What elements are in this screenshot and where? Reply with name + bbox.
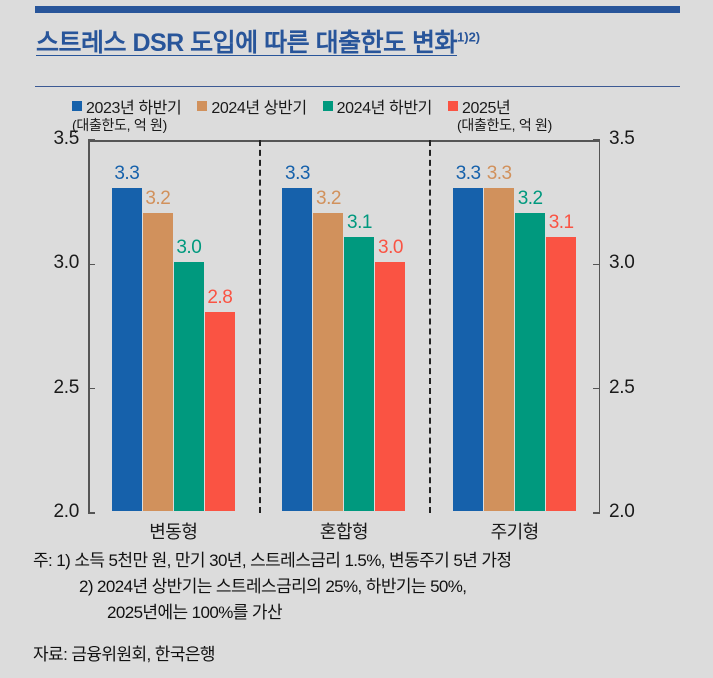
bar[interactable] <box>344 237 375 511</box>
group-separator-2 <box>429 140 432 513</box>
bar-slot-주기형-2024년 하반기: 3.2 <box>515 140 546 511</box>
bar[interactable] <box>313 212 344 511</box>
footnote-row-1: 2) 2024년 상반기는 스트레스금리의 25%, 하반기는 50%, <box>33 574 511 600</box>
bar[interactable] <box>173 262 204 511</box>
bar-slot-주기형-2025년: 3.1 <box>546 140 577 511</box>
y-axis-label-l-2.5: 2.5 <box>53 376 79 398</box>
bar-value-label: 3.2 <box>145 187 171 209</box>
y-tick-r-3.0 <box>593 263 600 266</box>
bar-value-label: 3.0 <box>378 237 403 259</box>
footnote-row-2: 2025년에는 100%를 가산 <box>33 600 511 626</box>
bar-group-혼합형: 3.3 3.2 3.1 3.0 <box>259 140 430 511</box>
source-line: 자료: 금융위원회, 한국은행 <box>33 640 216 665</box>
bar-group-변동형: 3.3 3.2 3.0 2.8 <box>88 140 259 511</box>
bar-slot-변동형-2025년: 2.8 <box>204 140 235 511</box>
y-tick-l-3.0 <box>88 263 95 266</box>
bar[interactable] <box>546 237 577 511</box>
y-tick-l-2.5 <box>88 387 95 390</box>
y-axis-label-l-3.5: 3.5 <box>53 128 79 149</box>
source-label: 자료: <box>33 645 68 664</box>
bar[interactable] <box>142 212 173 511</box>
bar[interactable] <box>453 187 484 511</box>
page-title: 스트레스 DSR 도입에 따른 대출한도 변화1)2) <box>36 23 480 59</box>
y-axis-label-r-2.0: 2.0 <box>609 501 635 522</box>
bar-slot-주기형-2023년 하반기: 3.3 <box>453 140 484 511</box>
group-separator-1 <box>258 140 261 513</box>
footnote-text-0: 소득 5천만 원, 만기 30년, 스트레스금리 1.5%, 변동주기 5년 가… <box>74 551 512 570</box>
y-tick-r-2.0 <box>593 512 600 514</box>
x-axis <box>88 140 600 142</box>
bar-slot-혼합형-2024년 하반기: 3.1 <box>344 140 375 511</box>
bar-slot-변동형-2023년 하반기: 3.3 <box>111 140 142 511</box>
bar-slot-주기형-2024년 상반기: 3.3 <box>484 140 515 511</box>
bar[interactable] <box>375 262 406 511</box>
header-bottom-rule <box>35 86 680 87</box>
bar-value-label: 3.2 <box>517 187 543 209</box>
y-tick-r-2.5 <box>593 387 600 390</box>
y-axis-label-r-3.0: 3.0 <box>609 252 635 274</box>
bar-value-label: 2.8 <box>207 287 233 309</box>
legend-label-3: 2025년 <box>461 100 511 117</box>
bar[interactable] <box>484 187 515 511</box>
bar-value-label: 3.2 <box>316 187 341 209</box>
legend-swatch-icon-2 <box>322 101 333 111</box>
legend-label-1: 2024년 상반기 <box>211 100 307 117</box>
y-tick-l-2.0 <box>88 512 95 514</box>
legend-label-0: 2023년 하반기 <box>86 100 182 117</box>
footnote-text-1: 2024년 상반기는 스트레스금리의 25%, 하반기는 50%, <box>97 576 467 596</box>
footnote-marker-1: 2) <box>79 576 94 596</box>
y-axis-label-r-3.5: 3.5 <box>609 128 635 149</box>
bar-value-label: 3.1 <box>548 212 574 234</box>
legend-item-3: 2025년 <box>447 94 511 118</box>
y-axis-unit-right: (대출한도, 억 원) <box>457 117 552 133</box>
source-text: 금융위원회, 한국은행 <box>71 645 215 664</box>
footnote-row-0: 주: 1) 소득 5천만 원, 만기 30년, 스트레스금리 1.5%, 변동주… <box>33 548 512 574</box>
bar-slot-혼합형-2025년: 3.0 <box>375 140 406 511</box>
y-axis-right <box>598 140 600 513</box>
legend-swatch-icon-1 <box>197 101 208 111</box>
footnotes: 주: 1) 소득 5천만 원, 만기 30년, 스트레스금리 1.5%, 변동주… <box>33 548 512 626</box>
legend-item-0: 2023년 하반기 <box>72 94 182 118</box>
plot-area: 2.0 2.0 2.5 2.5 3.0 3.0 3.5 3.5 3.3 3.2 3.0 2.8 변동형 3… <box>53 128 634 542</box>
legend-swatch-icon-3 <box>447 101 458 111</box>
y-axis-left <box>88 140 90 513</box>
bar-value-label: 3.1 <box>347 212 372 234</box>
bar[interactable] <box>515 212 546 511</box>
y-axis-unit-left: (대출한도, 억 원) <box>72 117 167 133</box>
bar-slot-혼합형-2024년 상반기: 3.2 <box>313 140 344 511</box>
footnote-marker-0: 1) <box>56 551 71 570</box>
bar[interactable] <box>204 312 235 511</box>
legend-item-1: 2024년 상반기 <box>197 94 307 118</box>
bar-slot-변동형-2024년 하반기: 3.0 <box>173 140 204 511</box>
y-axis-label-r-2.5: 2.5 <box>609 376 635 398</box>
legend-swatch-icon-0 <box>72 101 82 111</box>
y-axis-label-l-2.0: 2.0 <box>53 501 79 522</box>
bar[interactable] <box>282 187 313 511</box>
chart-legend: 2023년 하반기 2024년 상반기 2024년 하반기 2025년 <box>72 94 511 118</box>
page-title-text: 스트레스 DSR 도입에 따른 대출한도 변화 <box>36 29 458 57</box>
x-axis-category-label-주기형: 주기형 <box>490 522 540 542</box>
bar-group-주기형: 3.3 3.3 3.2 3.1 <box>429 140 600 511</box>
footnote-text-2: 2025년에는 100%를 가산 <box>107 602 283 622</box>
bar-value-label: 3.3 <box>114 162 140 184</box>
bar[interactable] <box>111 187 142 511</box>
y-tick-r-3.5 <box>593 139 600 141</box>
bar-value-label: 3.3 <box>285 162 310 184</box>
bar-slot-변동형-2024년 상반기: 3.2 <box>142 140 173 511</box>
y-axis-label-l-3.0: 3.0 <box>53 252 79 274</box>
page-title-footnote-markers: 1)2) <box>457 29 481 45</box>
header-top-rule <box>35 6 680 13</box>
x-axis-category-label-변동형: 변동형 <box>149 522 198 542</box>
bar-value-label: 3.3 <box>486 162 512 184</box>
bar-value-label: 3.0 <box>176 237 202 259</box>
y-tick-l-3.5 <box>88 139 95 141</box>
bar-slot-혼합형-2023년 하반기: 3.3 <box>282 140 313 511</box>
legend-label-2: 2024년 하반기 <box>336 100 433 117</box>
bar-value-label: 3.3 <box>455 162 481 184</box>
legend-item-2: 2024년 하반기 <box>322 94 433 118</box>
footnotes-label: 주: <box>33 551 53 570</box>
x-axis-category-label-혼합형: 혼합형 <box>319 522 369 542</box>
